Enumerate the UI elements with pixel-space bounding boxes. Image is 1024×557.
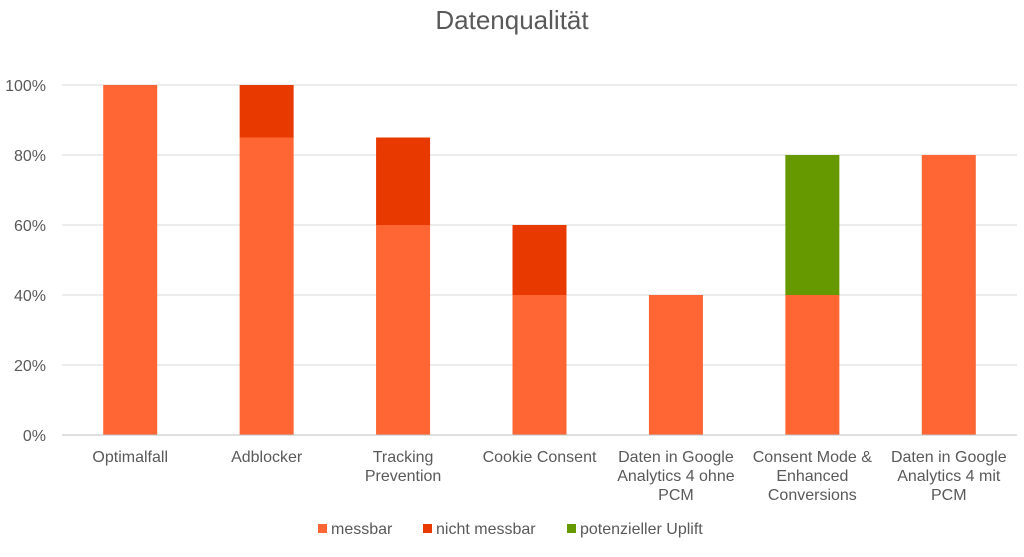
bar-nicht-messbar: [376, 137, 431, 225]
bar-potenzieller-uplift: [785, 155, 840, 295]
legend-label: potenzieller Uplift: [580, 521, 703, 538]
bar-nicht-messbar: [239, 85, 294, 138]
legend-label: messbar: [331, 521, 393, 538]
y-tick-label: 0%: [23, 428, 46, 445]
legend: messbar nicht messbar potenzieller Uplift: [318, 521, 703, 538]
x-tick-label: Consent Mode & Enhanced Conversions: [753, 449, 873, 504]
bar-messbar: [785, 295, 840, 435]
bar-messbar: [921, 155, 976, 435]
y-axis-ticks: 0% 20% 40% 60% 80% 100%: [5, 78, 46, 445]
y-tick-label: 40%: [14, 288, 46, 305]
x-tick-label: Cookie Consent: [483, 449, 597, 466]
bar-messbar: [103, 85, 158, 435]
bar-messbar: [239, 137, 294, 435]
y-tick-label: 80%: [14, 148, 46, 165]
legend-swatch: [423, 524, 432, 533]
legend-label: nicht messbar: [436, 521, 536, 538]
x-tick-label: Optimalfall: [92, 449, 168, 466]
y-tick-label: 60%: [14, 218, 46, 235]
bar-nicht-messbar: [512, 225, 567, 295]
bar-messbar: [648, 295, 703, 435]
legend-swatch: [567, 524, 576, 533]
x-axis-labels: Optimalfall Adblocker Tracking Prevention Co…: [92, 449, 1006, 504]
y-tick-label: 100%: [5, 78, 46, 95]
bar-messbar: [376, 225, 431, 435]
x-tick-label: Adblocker: [231, 449, 303, 466]
legend-swatch: [318, 524, 327, 533]
x-tick-label: Daten in Google Analytics 4 ohne PCM: [617, 449, 735, 504]
bars: [103, 85, 976, 435]
x-tick-label: Daten in Google Analytics 4 mit PCM: [891, 449, 1007, 504]
y-tick-label: 20%: [14, 358, 46, 375]
chart-title: Datenqualität: [435, 5, 589, 35]
bar-messbar: [512, 295, 567, 435]
x-tick-label: Tracking Prevention: [365, 449, 442, 485]
